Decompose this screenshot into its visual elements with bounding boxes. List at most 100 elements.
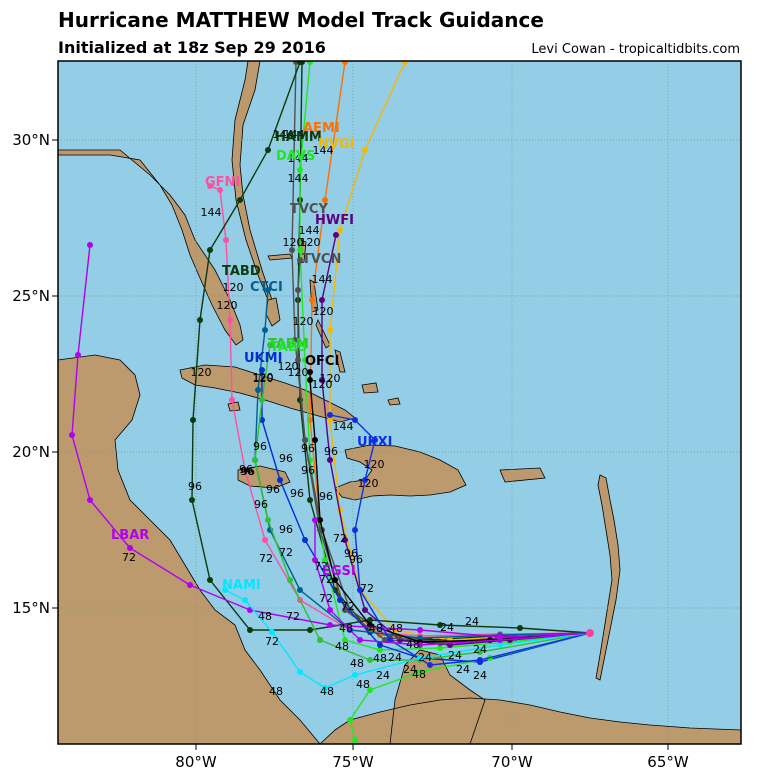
track-point [242,597,248,603]
credit-text: Levi Cowan - tropicaltidbits.com [531,42,740,57]
hour-label-120: 120 [320,372,341,385]
hour-label-72: 72 [319,573,333,586]
track-point [417,655,423,661]
hour-label-120: 120 [191,366,212,379]
lat-tick-label: 20°N [12,443,50,461]
hour-label-96: 96 [301,464,315,477]
track-point [312,517,318,523]
hour-label-48: 48 [406,638,420,651]
track-point [342,607,348,613]
track-point [297,247,303,253]
map-frame [57,60,742,745]
model-label-lbar: LBAR [111,528,149,543]
hour-label-120: 120 [253,371,274,384]
track-point [357,637,363,643]
hour-label-48: 48 [258,610,272,623]
track-point [265,147,271,153]
long-island [334,349,346,373]
hour-label-120: 120 [312,378,333,391]
hour-label-24: 24 [456,663,470,676]
isla-juventud [227,401,241,412]
hour-label-120: 120 [278,360,299,373]
hour-label-96: 96 [188,480,202,493]
hour-label-96: 96 [241,465,255,478]
model-label-tvcy: TVCY [290,202,328,217]
hour-label-144: 144 [313,144,334,157]
track-point [237,197,243,203]
track-point [207,247,213,253]
hour-label-72: 72 [360,582,374,595]
track-point [297,587,303,593]
track-point [269,629,275,635]
track-point [322,557,328,563]
model-label-tabs: TABS [270,340,307,355]
track-point [307,369,313,375]
track-point [259,397,265,403]
hour-label-120: 120 [358,477,379,490]
track-point [477,657,483,663]
track-point [255,387,261,393]
track-point [352,672,358,678]
track-point [312,557,318,563]
hour-label-48: 48 [339,622,353,635]
hour-label-24: 24 [376,669,390,682]
hour-label-72: 72 [265,635,279,648]
track-point [295,287,301,293]
track-point [75,352,81,358]
track-point [227,317,233,323]
track-point [307,377,313,383]
lat-tick-label: 30°N [12,131,50,149]
hispaniola [334,444,467,501]
hour-label-24: 24 [473,669,487,682]
track-point [417,642,423,648]
track-point [189,497,195,503]
hour-label-72: 72 [279,546,293,559]
lat-tick-label: 25°N [12,287,50,305]
track-point [187,582,193,588]
hour-label-96: 96 [253,440,267,453]
track-point [362,147,368,153]
model-label-hamm: HAMM [275,130,322,145]
track-point [87,497,93,503]
lesser-antilles [595,474,621,681]
track-point [229,397,235,403]
track-point [342,61,348,65]
track-point [289,247,295,253]
hour-label-96: 96 [279,523,293,536]
track-point [87,242,93,248]
hour-label-96: 96 [324,445,338,458]
hour-label-72: 72 [319,592,333,605]
track-point [302,437,308,443]
track-point [342,637,348,643]
track-hwfi [321,234,591,646]
track-point [402,61,408,65]
track-point [327,622,333,628]
model-label-nami: NAMI [222,578,261,593]
hour-label-96: 96 [240,465,254,478]
track-point [307,627,313,633]
lon-tick-label: 65°W [647,753,689,768]
hour-label-120: 120 [293,315,314,328]
turks [387,397,401,406]
track-point [437,622,443,628]
map-subtitle: Initialized at 18z Sep 29 2016 [58,38,326,57]
track-point [259,367,265,373]
lon-tick-label: 80°W [175,753,217,768]
track-point [347,717,353,723]
model-label-ukmi: UKMI [244,351,282,366]
track-point [377,642,383,648]
track-point [497,642,503,648]
track-point [297,257,303,263]
track-point [357,587,363,593]
track-point [217,187,223,193]
track-point [337,597,343,603]
track-point [190,417,196,423]
hour-label-48: 48 [320,685,334,698]
track-tabm [254,344,591,661]
track-point [197,317,203,323]
hour-label-24: 24 [473,643,487,656]
map-title: Hurricane MATTHEW Model Track Guidance [58,8,544,32]
inagua [361,382,379,394]
hour-label-144: 144 [288,172,309,185]
